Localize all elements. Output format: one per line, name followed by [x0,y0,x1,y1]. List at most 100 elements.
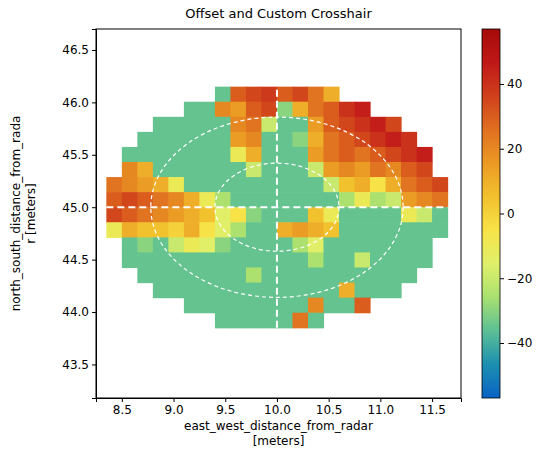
cell [261,313,277,329]
cell [417,177,433,193]
cell [339,252,355,268]
cell [277,192,293,208]
cell [168,237,184,253]
cell [261,117,277,133]
cell [370,162,386,178]
title: Offset and Custom Crosshair [185,6,372,21]
cell [168,192,184,208]
cell [308,117,324,133]
cell [386,207,402,223]
cell [308,147,324,163]
cell [277,132,293,148]
cell [370,222,386,238]
cell [417,162,433,178]
cell [153,132,169,148]
cell [246,177,262,193]
colorbar-tick-label: −40 [507,336,532,350]
cell [308,132,324,148]
cell [432,177,448,193]
cell [323,162,339,178]
cell [277,252,293,268]
cell [339,132,355,148]
y-tick: 45.0 [62,201,96,215]
frame [96,29,461,398]
colorbar [482,29,500,398]
cell [137,252,153,268]
cell [354,267,370,283]
cell [230,102,246,118]
cell [277,283,293,299]
cell [230,298,246,314]
cell [153,267,169,283]
cell [184,102,200,118]
cell [292,313,308,329]
x-tick: 9.5 [216,398,235,417]
cell [184,252,200,268]
cell [417,207,433,223]
cell [323,147,339,163]
y-tick-label: 44.5 [62,253,89,267]
cell [199,267,215,283]
y-tick: 46.0 [62,96,96,110]
cell [199,237,215,253]
cell [215,147,231,163]
cell [386,132,402,148]
cell [323,207,339,223]
cell [230,267,246,283]
cell [246,207,262,223]
cell [215,207,231,223]
x-tick-label: 9.0 [165,403,184,417]
y-tick-label: 45.0 [62,201,89,215]
cell [246,102,262,118]
y-tick-mark [92,155,96,156]
cell [246,267,262,283]
cell [199,298,215,314]
cell [354,192,370,208]
cell [323,298,339,314]
cell [370,117,386,133]
cell [292,132,308,148]
colorbar-axis: −40−2002040 [500,30,532,399]
cell [184,177,200,193]
cell [339,192,355,208]
cell [246,298,262,314]
cell [106,177,122,193]
x-tick-mark [380,398,381,402]
cell [417,222,433,238]
cell [386,117,402,133]
cell [261,177,277,193]
cell [308,313,324,329]
cell [215,192,231,208]
cell [246,87,262,103]
plot-area [106,87,448,329]
cell [215,117,231,133]
cell [417,147,433,163]
cell [199,117,215,133]
cell [137,222,153,238]
cell [230,192,246,208]
y-tick-label: 46.0 [62,96,89,110]
cell [153,283,169,299]
cell [401,252,417,268]
cell [153,117,169,133]
cell [199,147,215,163]
colorbar-axis-line [501,30,505,399]
x-tick: 11.0 [367,398,394,417]
cell [122,177,138,193]
cell [401,177,417,193]
cell [354,207,370,223]
cell [230,283,246,299]
x-tick: 8.5 [113,398,132,417]
cell [370,283,386,299]
cell [199,192,215,208]
cell [308,207,324,223]
colorbar-tick-label: −20 [507,272,532,286]
cell [277,298,293,314]
x-tick: 10.0 [264,398,291,417]
cell [292,177,308,193]
x-tick-label: 11.0 [367,403,394,417]
cell [308,192,324,208]
cell [308,267,324,283]
cell [168,222,184,238]
cell [432,222,448,238]
